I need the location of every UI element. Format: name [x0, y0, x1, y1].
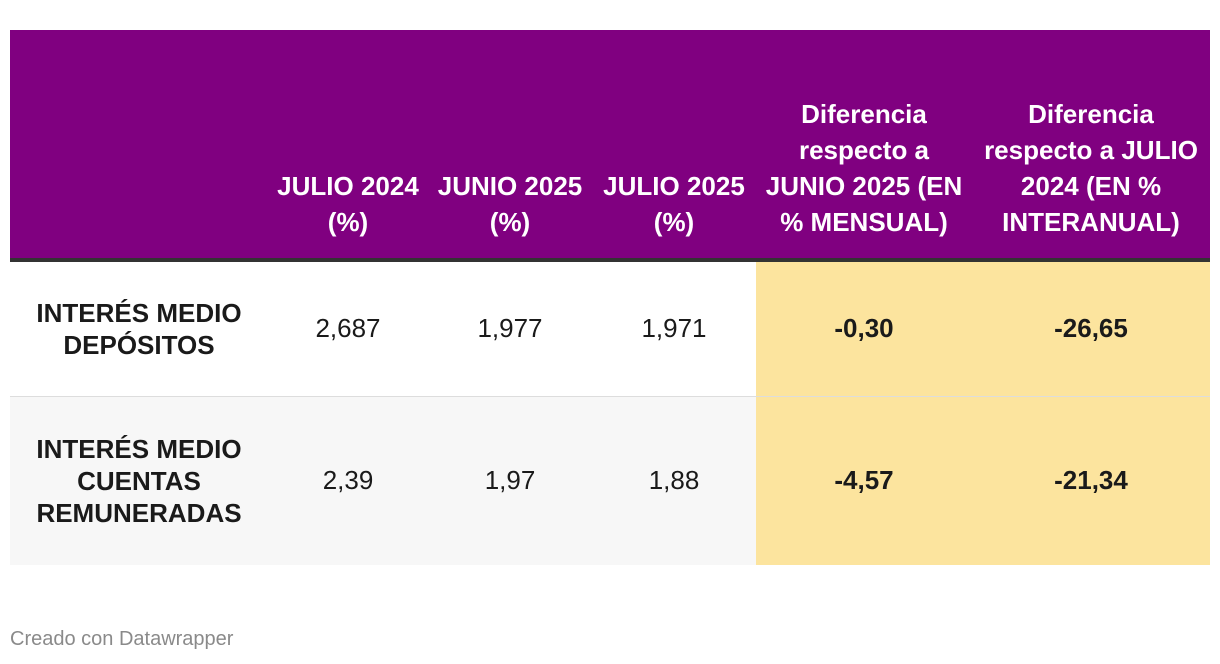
- datawrapper-credit: Creado con Datawrapper: [10, 628, 234, 650]
- table-row: INTERÉS MEDIO DEPÓSITOS 2,687 1,977 1,97…: [10, 260, 1210, 397]
- data-table-container: JULIO 2024 (%) JUNIO 2025 (%) JULIO 2025…: [10, 30, 1210, 565]
- row-label: INTERÉS MEDIO DEPÓSITOS: [10, 260, 268, 397]
- table-header-row: JULIO 2024 (%) JUNIO 2025 (%) JULIO 2025…: [10, 30, 1210, 262]
- header-cell-diff-interanual: Diferencia respecto a JULIO 2024 (EN % I…: [972, 30, 1210, 262]
- table-cell: 2,39: [322, 465, 374, 496]
- highlight-cell: -26,65: [972, 260, 1210, 397]
- header-cell-julio-2024: JULIO 2024 (%): [268, 30, 428, 262]
- header-cell-junio-2025: JUNIO 2025 (%): [428, 30, 592, 262]
- table-cell: 1,88: [648, 465, 700, 496]
- table-row: INTERÉS MEDIO CUENTAS REMUNERADAS 2,39 1…: [10, 396, 1210, 565]
- table-cell: 1,977: [428, 260, 592, 397]
- row-label: INTERÉS MEDIO CUENTAS REMUNERADAS: [36, 433, 242, 528]
- data-table: JULIO 2024 (%) JUNIO 2025 (%) JULIO 2025…: [10, 30, 1210, 565]
- header-cell-julio-2025: JULIO 2025 (%): [592, 30, 756, 262]
- highlight-cell: -0,30: [756, 260, 972, 397]
- table-cell: 1,97: [484, 465, 536, 496]
- header-cell-diff-mensual: Diferencia respecto a JUNIO 2025 (EN % M…: [756, 30, 972, 262]
- header-cell-empty: [10, 30, 268, 262]
- table-cell: 2,687: [268, 260, 428, 397]
- table-cell: 1,971: [592, 260, 756, 397]
- highlight-cell: -4,57: [756, 396, 972, 565]
- highlight-cell: -21,34: [972, 396, 1210, 565]
